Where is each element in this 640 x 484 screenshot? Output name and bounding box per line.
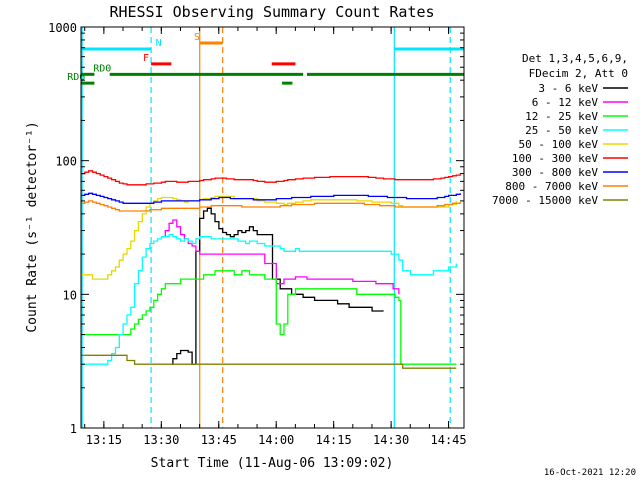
status-bar-label: RD0: [93, 63, 111, 74]
legend-entry-label: 800 - 7000 keV: [505, 180, 598, 193]
y-tick-label: 10: [63, 288, 77, 302]
plot-area: [81, 27, 461, 428]
legend-header-line: FDecim 2, Att 0: [529, 67, 628, 80]
series-line-0: [171, 207, 384, 365]
status-bar-label: RD6: [67, 72, 85, 83]
x-tick-label: 14:45: [431, 433, 467, 447]
y-axis-label: Count Rate (s⁻¹ detector⁻¹): [25, 121, 40, 332]
legend-header-line: Det 1,3,4,5,6,9,: [522, 52, 628, 65]
legend-entry-label: 300 - 800 keV: [512, 166, 598, 179]
series-line-3: [81, 233, 457, 365]
plot-frame: [80, 26, 465, 429]
status-bar-label: F: [143, 53, 149, 64]
y-tick-label: 1: [70, 422, 77, 436]
series-line-8: [81, 354, 457, 369]
series-line-6: [81, 192, 461, 204]
y-tick-label: 1000: [48, 21, 77, 35]
legend-entry-label: 3 - 6 keV: [538, 82, 598, 95]
series-line-4: [81, 195, 457, 280]
x-tick-label: 13:45: [201, 433, 237, 447]
footer-date: 16-Oct-2021 12:20: [544, 468, 636, 478]
x-tick-label: 14:15: [316, 433, 352, 447]
series-line-2: [81, 270, 457, 365]
chart-title: RHESSI Observing Summary Count Rates: [109, 3, 434, 21]
legend-entry-label: 12 - 25 keV: [525, 110, 598, 123]
x-tick-label: 14:30: [373, 433, 409, 447]
series-line-7: [81, 200, 461, 212]
legend-entry-label: 7000 - 15000 keV: [492, 194, 598, 207]
series-line-5: [81, 170, 461, 186]
x-tick-label: 13:30: [143, 433, 179, 447]
x-tick-label: 14:00: [258, 433, 294, 447]
legend-entry-label: 6 - 12 keV: [532, 96, 599, 109]
y-tick-label: 100: [55, 155, 77, 169]
x-tick-label: 13:15: [86, 433, 122, 447]
legend-entry-label: 25 - 50 keV: [525, 124, 598, 137]
legend-entry-label: 100 - 300 keV: [512, 152, 598, 165]
x-axis-label: Start Time (11-Aug-06 13:09:02): [151, 456, 394, 471]
series-line-1: [161, 219, 400, 295]
status-bar-label: S: [194, 32, 200, 43]
status-bar-label: N: [156, 38, 162, 49]
legend-entry-label: 50 - 100 keV: [519, 138, 599, 151]
